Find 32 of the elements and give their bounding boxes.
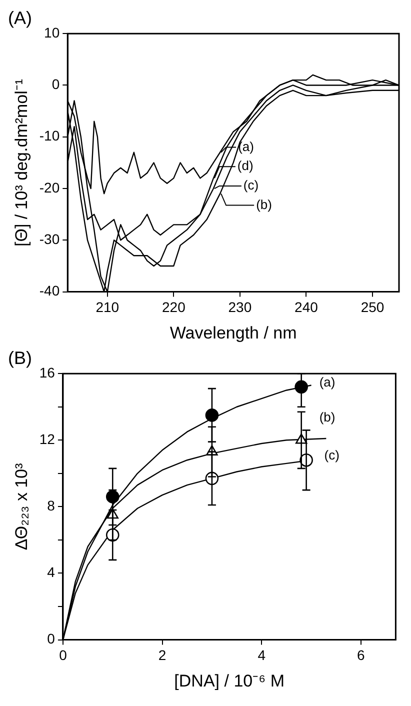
- y-tick-label: 0: [52, 76, 60, 92]
- legend-label: (a): [238, 138, 254, 154]
- y-tick-label: -30: [39, 231, 60, 248]
- y-axis-title: [Θ] / 10³ deg.dm²mol⁻¹: [12, 78, 31, 246]
- legend-label: (b): [256, 196, 272, 212]
- x-tick-label: 240: [294, 299, 318, 316]
- x-tick-label: 210: [96, 299, 120, 316]
- y-tick-label: -40: [39, 282, 60, 299]
- y-tick-label: 16: [39, 364, 56, 380]
- x-axis-title: Wavelength / nm: [170, 323, 297, 342]
- legend-label: (c): [243, 178, 259, 193]
- y-tick-label: 12: [39, 431, 56, 448]
- y-tick-label: 10: [44, 24, 60, 40]
- y-tick-label: 0: [47, 630, 56, 647]
- series-label: (b): [319, 410, 336, 425]
- x-tick-label: 220: [162, 299, 186, 316]
- y-tick-label: 8: [47, 498, 56, 514]
- y-tick-label: -10: [39, 128, 60, 144]
- chart-title: (B): [8, 348, 32, 368]
- chart-title: (A): [8, 8, 32, 28]
- y-axis-title: ΔΘ₂₂₃ x 10³: [12, 462, 31, 550]
- x-tick-label: 230: [228, 299, 252, 316]
- y-tick-label: 4: [47, 564, 56, 580]
- legend-label: (d): [237, 158, 254, 174]
- series-label: (a): [319, 374, 336, 390]
- y-tick-label: -20: [39, 179, 60, 196]
- x-axis-title: [DNA] / 10⁻⁶ M: [174, 671, 284, 690]
- x-tick-label: 4: [258, 647, 266, 664]
- x-tick-label: 2: [158, 647, 166, 664]
- x-tick-label: 250: [360, 299, 384, 316]
- series-label: (c): [324, 448, 340, 463]
- x-tick-label: 6: [357, 647, 366, 664]
